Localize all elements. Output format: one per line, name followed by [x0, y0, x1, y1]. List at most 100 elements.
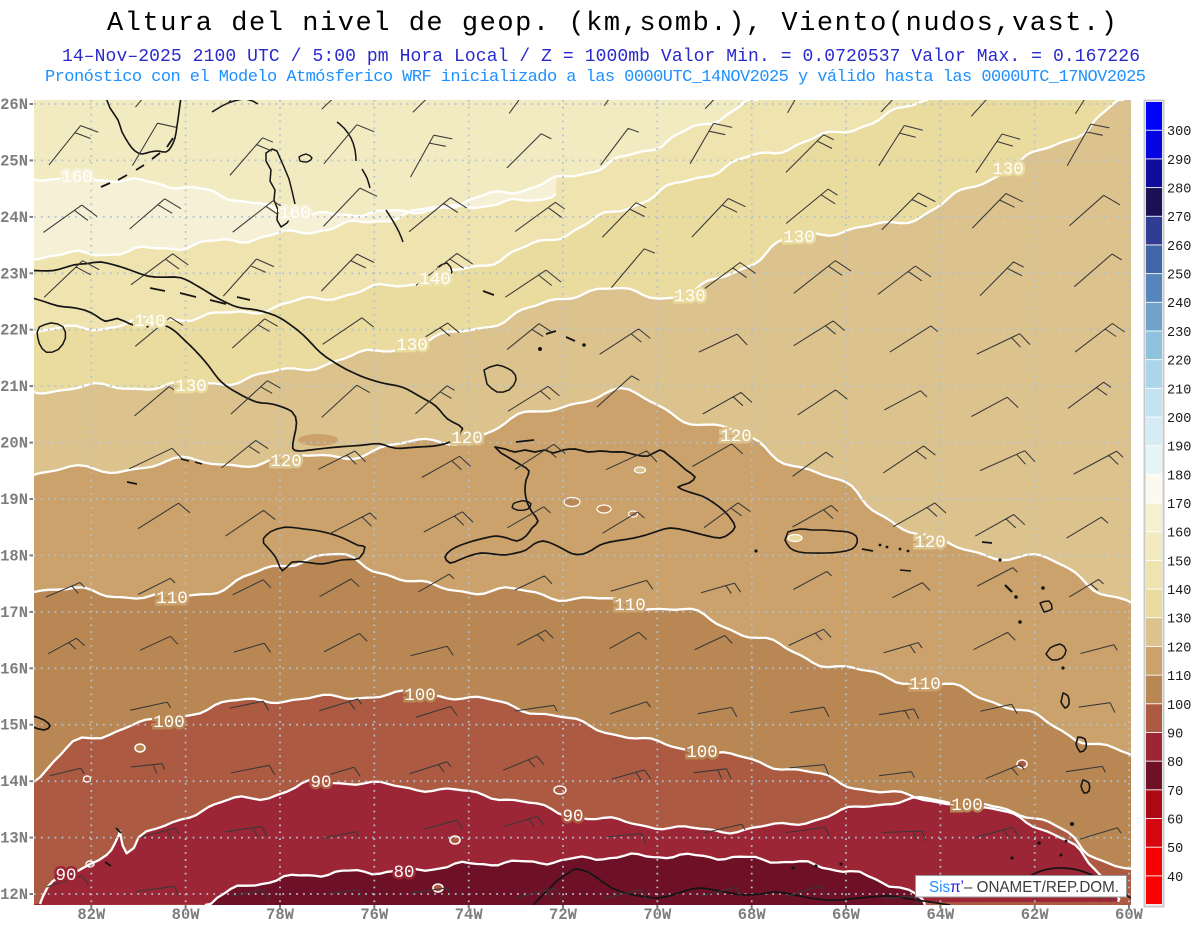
svg-text:110: 110 [909, 675, 941, 695]
svg-text:70W: 70W [643, 906, 672, 924]
svg-text:120: 120 [270, 452, 302, 472]
svg-text:230: 230 [1167, 326, 1191, 341]
svg-text:64W: 64W [926, 906, 955, 924]
svg-text:100: 100 [404, 686, 436, 706]
svg-text:130: 130 [783, 228, 815, 248]
svg-text:25N: 25N [0, 152, 28, 170]
svg-text:90: 90 [562, 807, 583, 827]
svg-text:Sisπʼ– ONAMET/REP.DOM.: Sisπʼ– ONAMET/REP.DOM. [929, 879, 1119, 896]
svg-text:78W: 78W [266, 906, 295, 924]
svg-text:120: 120 [1167, 641, 1191, 656]
svg-text:120: 120 [451, 429, 483, 449]
svg-text:130: 130 [396, 336, 428, 356]
svg-text:140: 140 [1167, 584, 1191, 599]
svg-text:240: 240 [1167, 297, 1191, 312]
svg-text:160: 160 [279, 204, 311, 224]
svg-text:130: 130 [783, 228, 815, 248]
svg-text:15N: 15N [0, 717, 28, 735]
svg-text:72W: 72W [549, 906, 578, 924]
svg-text:130: 130 [674, 287, 706, 307]
svg-text:18N: 18N [0, 547, 28, 565]
svg-text:22N: 22N [0, 322, 28, 340]
svg-text:110: 110 [156, 589, 188, 609]
svg-text:14–Nov–2025 2100 UTC / 5:00 p: 14–Nov–2025 2100 UTC / 5:00 pm Hora Loca… [62, 47, 1140, 67]
svg-text:140: 140 [419, 270, 451, 290]
svg-text:21N: 21N [0, 378, 28, 396]
svg-text:180: 180 [1167, 469, 1191, 484]
svg-text:24N: 24N [0, 209, 28, 227]
svg-text:120: 120 [270, 452, 302, 472]
svg-text:290: 290 [1167, 154, 1191, 169]
svg-text:140: 140 [134, 312, 166, 332]
svg-text:110: 110 [614, 596, 646, 616]
svg-text:90: 90 [1167, 727, 1183, 742]
svg-text:250: 250 [1167, 269, 1191, 284]
svg-text:260: 260 [1167, 240, 1191, 255]
svg-text:14N: 14N [0, 773, 28, 791]
svg-text:100: 100 [153, 713, 185, 733]
svg-text:160: 160 [1167, 527, 1191, 542]
svg-text:130: 130 [396, 336, 428, 356]
svg-text:60: 60 [1167, 814, 1183, 829]
svg-text:90: 90 [310, 773, 331, 793]
svg-text:40: 40 [1167, 871, 1183, 886]
svg-text:130: 130 [175, 377, 207, 397]
svg-text:270: 270 [1167, 211, 1191, 226]
svg-text:90: 90 [310, 773, 331, 793]
svg-text:68W: 68W [738, 906, 767, 924]
svg-text:100: 100 [1167, 699, 1191, 714]
svg-text:100: 100 [951, 796, 983, 816]
svg-text:80W: 80W [172, 906, 201, 924]
svg-text:130: 130 [175, 377, 207, 397]
svg-text:20N: 20N [0, 435, 28, 453]
svg-text:80: 80 [393, 863, 414, 883]
svg-text:120: 120 [451, 429, 483, 449]
svg-text:100: 100 [686, 743, 718, 763]
svg-text:26N: 26N [0, 96, 28, 114]
svg-text:130: 130 [992, 160, 1024, 180]
svg-text:17N: 17N [0, 604, 28, 622]
svg-text:140: 140 [134, 312, 166, 332]
svg-text:120: 120 [720, 427, 752, 447]
svg-text:80: 80 [1167, 756, 1183, 771]
svg-text:62W: 62W [1021, 906, 1050, 924]
svg-text:110: 110 [156, 589, 188, 609]
svg-text:210: 210 [1167, 383, 1191, 398]
svg-text:12N: 12N [0, 886, 28, 904]
svg-text:Altura del nivel de geop. (km,: Altura del nivel de geop. (km,somb.), Vi… [107, 9, 1117, 39]
svg-text:80: 80 [393, 863, 414, 883]
svg-text:170: 170 [1167, 498, 1191, 513]
svg-text:70: 70 [1167, 785, 1183, 800]
svg-text:110: 110 [909, 675, 941, 695]
svg-text:100: 100 [686, 743, 718, 763]
svg-text:190: 190 [1167, 441, 1191, 456]
svg-text:100: 100 [153, 713, 185, 733]
svg-text:110: 110 [1167, 670, 1191, 685]
svg-text:150: 150 [1167, 555, 1191, 570]
svg-text:280: 280 [1167, 183, 1191, 198]
svg-text:19N: 19N [0, 491, 28, 509]
svg-text:90: 90 [55, 866, 76, 886]
svg-text:120: 120 [914, 533, 946, 553]
svg-text:160: 160 [279, 204, 311, 224]
svg-text:130: 130 [1167, 613, 1191, 628]
svg-text:160: 160 [61, 168, 93, 188]
svg-text:160: 160 [61, 168, 93, 188]
svg-text:76W: 76W [360, 906, 389, 924]
svg-text:66W: 66W [832, 906, 861, 924]
svg-text:120: 120 [720, 427, 752, 447]
svg-text:60W: 60W [1115, 906, 1144, 924]
svg-text:140: 140 [419, 270, 451, 290]
svg-text:74W: 74W [455, 906, 484, 924]
svg-text:220: 220 [1167, 355, 1191, 370]
svg-text:200: 200 [1167, 412, 1191, 427]
svg-text:130: 130 [674, 287, 706, 307]
svg-text:16N: 16N [0, 660, 28, 678]
svg-text:13N: 13N [0, 830, 28, 848]
svg-text:110: 110 [614, 596, 646, 616]
svg-text:90: 90 [55, 866, 76, 886]
svg-text:Pronóstico con el Modelo Atmós: Pronóstico con el Modelo Atmósferico WRF… [45, 68, 1146, 87]
svg-text:90: 90 [562, 807, 583, 827]
svg-text:130: 130 [992, 160, 1024, 180]
svg-text:82W: 82W [77, 906, 106, 924]
